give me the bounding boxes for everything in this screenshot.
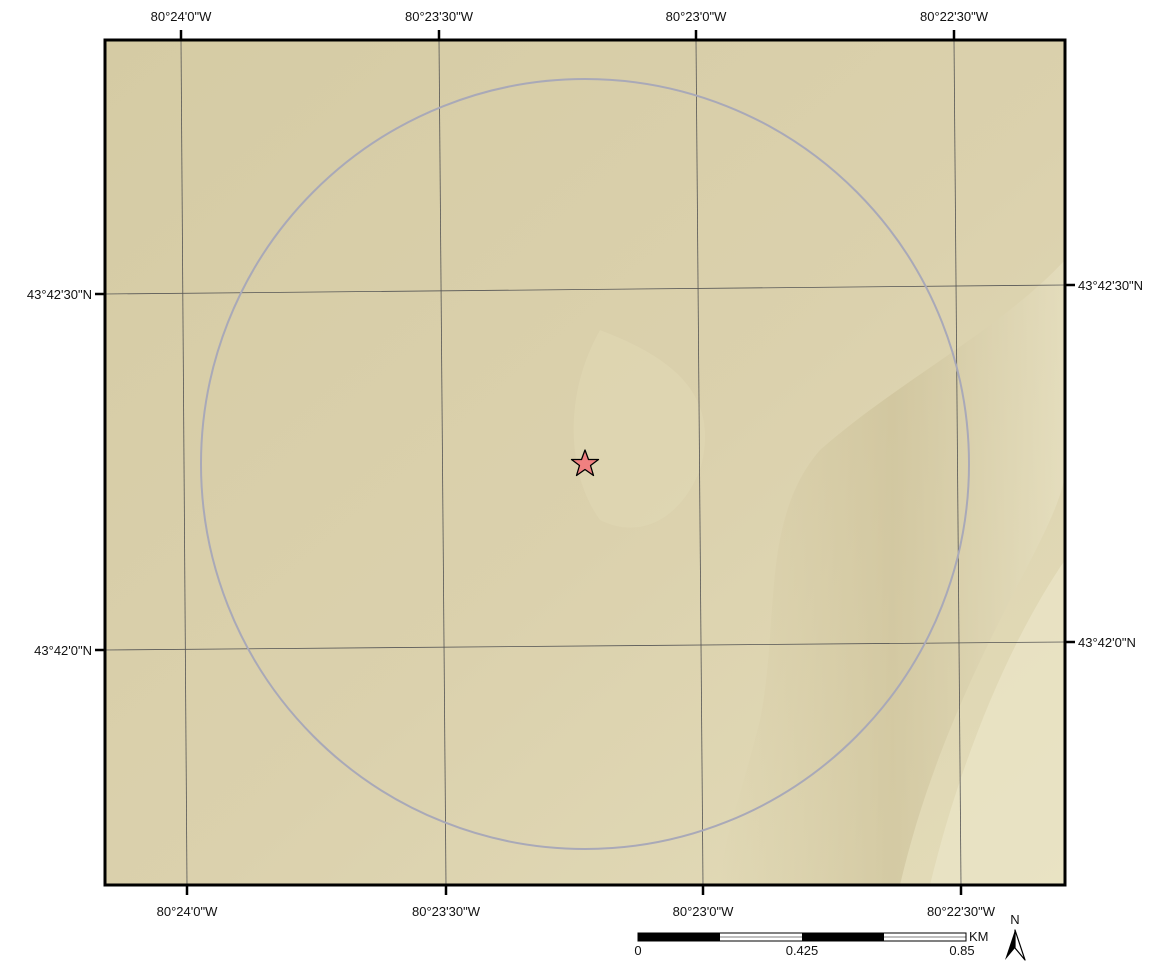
north-arrow-right-half <box>1014 929 1026 961</box>
graticule-lon-2 <box>438 39 447 886</box>
scale-label-mid: 0.425 <box>786 943 819 958</box>
top-lon-label-3: 80°23'0"W <box>666 9 727 24</box>
bottom-lon-labels: 80°24'0"W 80°23'30"W 80°23'0"W 80°22'30"… <box>157 904 996 919</box>
bottom-lon-label-4: 80°22'30"W <box>927 904 996 919</box>
buffer-circle <box>200 78 970 850</box>
scale-label-max: 0.85 <box>949 943 974 958</box>
map-frame <box>103 38 1067 887</box>
graticule-lon-1 <box>180 39 188 886</box>
right-lat-label-2: 43°42'0"N <box>1078 635 1136 650</box>
terrain-highlight <box>573 330 706 528</box>
left-lat-label-2: 43°42'0"N <box>34 643 92 658</box>
basemap-terrain <box>105 40 1065 885</box>
scale-unit-label: KM <box>969 929 989 944</box>
graticule-lat-1 <box>104 284 1066 295</box>
scale-bar: 0 0.425 0.85 KM <box>634 929 988 958</box>
left-lat-labels: 43°42'30"N 43°42'0"N <box>27 287 92 658</box>
top-lon-labels: 80°24'0"W 80°23'30"W 80°23'0"W 80°22'30"… <box>151 9 989 24</box>
north-arrow-icon: N <box>1005 912 1026 961</box>
north-arrow-left-half <box>1005 930 1015 960</box>
site-star-icon[interactable] <box>570 449 600 477</box>
left-lat-label-1: 43°42'30"N <box>27 287 92 302</box>
graticule-lon-3 <box>695 39 704 886</box>
bottom-lon-label-1: 80°24'0"W <box>157 904 218 919</box>
frame-ticks <box>95 30 1075 895</box>
graticule <box>104 39 1066 886</box>
graticule-lat-2 <box>104 641 1066 651</box>
scale-label-0: 0 <box>634 943 641 958</box>
right-lat-labels: 43°42'30"N 43°42'0"N <box>1078 278 1143 650</box>
terrain-ridge <box>720 40 1065 885</box>
top-lon-label-4: 80°22'30"W <box>920 9 989 24</box>
top-lon-label-2: 80°23'30"W <box>405 9 474 24</box>
graticule-lon-4 <box>953 39 962 886</box>
bottom-lon-label-3: 80°23'0"W <box>673 904 734 919</box>
bottom-lon-label-2: 80°23'30"W <box>412 904 481 919</box>
right-lat-label-1: 43°42'30"N <box>1078 278 1143 293</box>
north-arrow-label: N <box>1010 912 1019 927</box>
terrain-valley <box>930 560 1065 885</box>
top-lon-label-1: 80°24'0"W <box>151 9 212 24</box>
